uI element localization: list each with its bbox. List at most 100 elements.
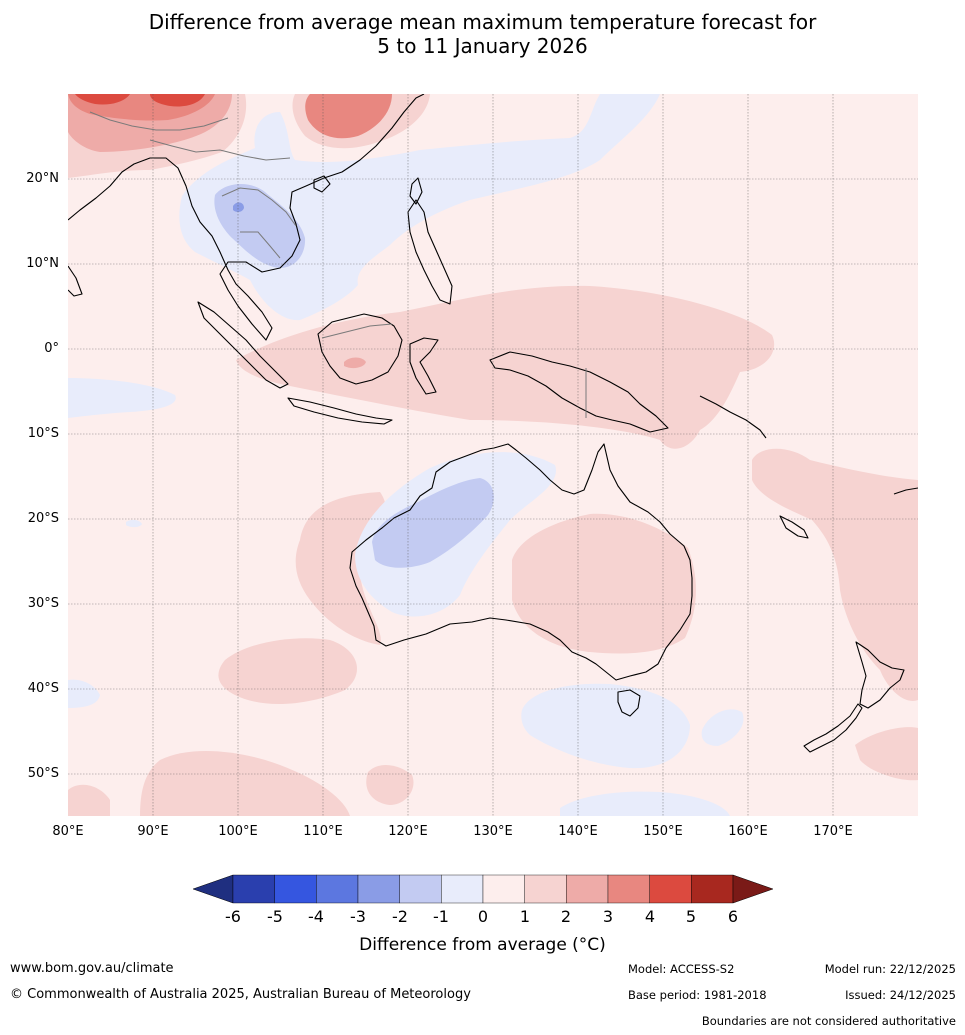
colorbar-cell <box>566 874 609 904</box>
colorbar-cell <box>524 874 567 904</box>
lon-tick-140e: 140°E <box>558 824 598 839</box>
map-title: Difference from average mean maximum tem… <box>0 10 965 58</box>
strong-cool-regions <box>214 184 494 568</box>
lon-tick-130e: 130°E <box>473 824 513 839</box>
coastline-borneo <box>317 313 403 385</box>
colorbar-label: 1 <box>519 907 531 926</box>
coastline-sulawesi <box>409 337 439 395</box>
colorbar-label: -3 <box>350 907 366 926</box>
gridlines <box>68 94 918 816</box>
warm-region-southern-ocean-small <box>366 764 414 805</box>
coastline-fiji <box>893 487 918 495</box>
colorbar-over-arrow <box>732 874 774 904</box>
warm-region-southern-ocean-west <box>218 638 357 705</box>
lat-tick-50s: 50°S <box>27 766 59 781</box>
title-line-2: 5 to 11 January 2026 <box>377 34 588 58</box>
boundary-china-south <box>149 139 291 161</box>
coastline-tasmania <box>617 689 641 717</box>
cool-region-southeast-asia <box>179 94 660 321</box>
colorbar-cell <box>441 874 484 904</box>
strong-warm-regions <box>68 94 392 369</box>
warm-region-tasman-east <box>855 727 918 781</box>
lat-tick-40s: 40°S <box>27 681 59 696</box>
lon-tick-120e: 120°E <box>388 824 428 839</box>
colorbar-label: 5 <box>685 907 697 926</box>
lat-tick-30s: 30°S <box>27 596 59 611</box>
lon-tick-80e: 80°E <box>52 824 84 839</box>
boundary-indochina <box>221 187 297 259</box>
colorbar-cell <box>482 874 525 904</box>
colorbar-cell <box>399 874 442 904</box>
colorbar-title: Difference from average (°C) <box>359 935 606 955</box>
coastline-india-east <box>68 265 83 297</box>
cool-region-indian-ocean <box>68 378 176 418</box>
colorbar-label: 3 <box>602 907 614 926</box>
footer-model: Model: ACCESS-S2 <box>628 962 735 976</box>
boundary-himalaya <box>89 111 229 131</box>
colorbar-label: 2 <box>560 907 572 926</box>
colorbar-cell <box>232 874 275 904</box>
footer-disclaimer: Boundaries are not considered authoritat… <box>701 1014 956 1028</box>
colorbar-label: 6 <box>727 907 739 926</box>
footer-model-run: Model run: 22/12/2025 <box>824 962 956 976</box>
cool-region-tasman <box>701 709 744 746</box>
coastline-philippines <box>407 199 453 305</box>
lat-tick-10n: 10°N <box>26 256 59 271</box>
coastline-solomon-islands <box>699 395 767 439</box>
coastline-new-guinea <box>489 351 669 433</box>
lon-tick-170e: 170°E <box>813 824 853 839</box>
coastline-sumatra <box>197 301 289 389</box>
cool-region-southern-strip <box>560 791 730 816</box>
coastline-asia-mainland <box>68 94 425 341</box>
lon-tick-90e: 90°E <box>137 824 169 839</box>
colorbar-cells <box>232 874 734 904</box>
colorbar <box>192 874 774 904</box>
colorbar-under-arrow <box>192 874 234 904</box>
coastline-new-caledonia <box>779 515 809 539</box>
lon-tick-160e: 160°E <box>728 824 768 839</box>
lat-tick-10s: 10°S <box>27 426 59 441</box>
footer-issued: Issued: 24/12/2025 <box>845 988 956 1002</box>
cool-region-western-australia <box>372 478 494 568</box>
lon-tick-100e: 100°E <box>218 824 258 839</box>
colorbar-label: 0 <box>477 907 489 926</box>
colorbar-cell <box>649 874 692 904</box>
warm-region-southern-ocean-far-west <box>140 750 350 816</box>
lon-tick-110e: 110°E <box>303 824 343 839</box>
warm-region-eastern-australia <box>512 513 696 654</box>
boundary-borneo <box>321 323 393 339</box>
footer-copyright: © Commonwealth of Australia 2025, Austra… <box>10 987 471 1002</box>
colorbar-cell <box>691 874 734 904</box>
cool-region-far-west <box>68 679 100 708</box>
warm-region-maritime-continent <box>236 285 775 449</box>
warm-region-himalaya-core <box>75 94 205 107</box>
colorbar-cell <box>274 874 317 904</box>
colorbar-label: 4 <box>644 907 656 926</box>
colorbar-cell <box>607 874 650 904</box>
colorbar-label: -4 <box>308 907 324 926</box>
warm-region-southern-ocean-edge <box>68 784 110 816</box>
coastline-australia <box>349 443 693 681</box>
map-area <box>68 94 918 816</box>
footer-base-period: Base period: 1981-2018 <box>628 988 767 1002</box>
colorbar-label: -1 <box>433 907 449 926</box>
country-boundaries <box>89 111 587 418</box>
title-line-1: Difference from average mean maximum tem… <box>148 10 817 34</box>
footer-website: www.bom.gov.au/climate <box>10 961 174 976</box>
coastlines <box>68 94 918 753</box>
colorbar-label: -5 <box>267 907 283 926</box>
coastline-java <box>287 397 393 425</box>
warm-region-pacific-east <box>752 448 918 701</box>
warm-region-china-hotspot <box>305 94 392 139</box>
cool-region-south-of-australia <box>521 683 690 769</box>
cool-region-small-dot <box>126 519 142 528</box>
colorbar-label: -2 <box>392 907 408 926</box>
colorbar-cell <box>357 874 400 904</box>
colorbar-label: -6 <box>225 907 241 926</box>
warm-region-borneo-spot <box>344 357 366 369</box>
cool-region-indochina-core <box>233 202 244 213</box>
lat-tick-20s: 20°S <box>27 511 59 526</box>
lon-tick-150e: 150°E <box>643 824 683 839</box>
lat-tick-20n: 20°N <box>26 171 59 186</box>
